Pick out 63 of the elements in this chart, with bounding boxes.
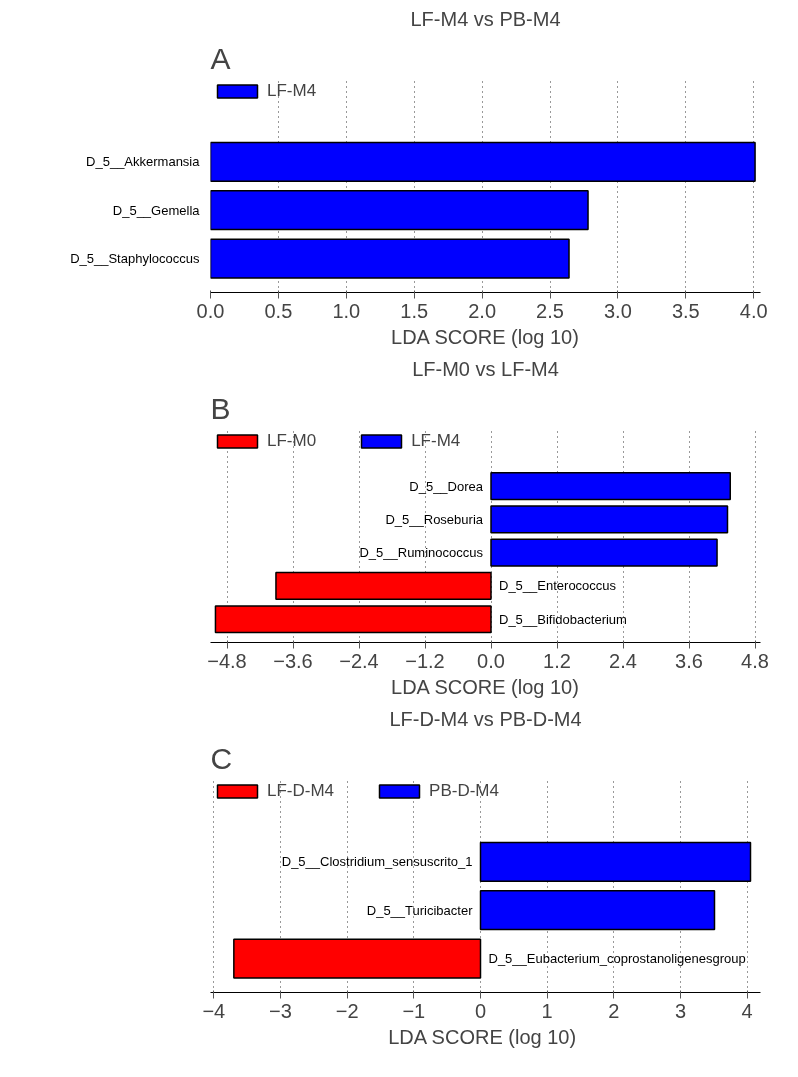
x-tick-label: 0.0 <box>196 299 225 322</box>
bar <box>479 890 716 931</box>
x-axis-title: LDA SCORE (log 10) <box>388 1025 577 1048</box>
x-tick-label: 4 <box>741 999 753 1022</box>
x-tick-label: −4.8 <box>207 649 247 672</box>
chart-title: LF-D-M4 vs PB-D-M4 <box>389 707 582 730</box>
y-tick-label: D_5__Staphylococcus <box>70 251 200 267</box>
x-tick-label: 3.6 <box>675 649 703 672</box>
bar <box>490 538 718 567</box>
chart-title: LF-M4 vs PB-M4 <box>410 7 561 30</box>
bar <box>210 238 570 279</box>
y-tick-label: D_5__Dorea <box>409 478 484 494</box>
x-tick-label: −3 <box>269 999 292 1022</box>
x-tick-label: 3.0 <box>604 299 632 322</box>
bar <box>490 505 729 534</box>
text: A <box>210 41 231 75</box>
y-tick-label: D_5__Akkermansia <box>86 154 201 170</box>
legend-label: LF-D-M4 <box>267 781 335 801</box>
x-tick-label: −4 <box>202 999 226 1022</box>
legend-label: LF-M4 <box>411 431 461 451</box>
y-tick-label: D_5__Clostridium_sensuscrito_1 <box>281 854 473 870</box>
chart-title: LF-M0 vs LF-M4 <box>412 357 559 380</box>
bar <box>490 472 731 501</box>
x-axis-title: LDA SCORE (log 10) <box>391 675 579 698</box>
bar <box>479 841 752 882</box>
x-tick-label: 0 <box>474 999 487 1022</box>
legend-label: LF-M0 <box>267 431 317 451</box>
x-tick-label: 4.8 <box>741 649 769 672</box>
x-tick-label: 1.2 <box>543 649 571 672</box>
x-tick-label: −1 <box>402 999 426 1022</box>
legend-label: LF-M4 <box>267 81 317 101</box>
text: C <box>210 741 233 775</box>
y-tick-label: D_5__Eubacterium_coprostanoligenesgroup <box>488 951 746 967</box>
x-tick-label: 2.5 <box>536 299 564 322</box>
x-tick-label: 2 <box>608 999 620 1022</box>
y-tick-label: D_5__Roseburia <box>385 511 484 527</box>
x-axis-title: LDA SCORE (log 10) <box>391 325 579 348</box>
x-tick-label: 2.4 <box>609 649 637 672</box>
text: B <box>210 391 231 425</box>
y-tick-label: D_5__Ruminococcus <box>359 545 484 561</box>
bar <box>214 605 492 634</box>
x-tick-label: 1.5 <box>400 299 429 322</box>
x-tick-label: 4.0 <box>739 299 768 322</box>
x-tick-label: −3.6 <box>273 649 313 672</box>
x-tick-label: 3 <box>674 999 687 1022</box>
x-tick-label: 1.0 <box>332 299 361 322</box>
bar <box>275 571 492 600</box>
x-tick-label: 2.0 <box>468 299 497 322</box>
x-tick-label: −2 <box>335 999 359 1022</box>
x-tick-label: 0.5 <box>264 299 293 322</box>
y-tick-label: D_5__Turicibacter <box>366 902 474 918</box>
legend-label: PB-D-M4 <box>429 781 499 801</box>
y-tick-label: D_5__Enterococcus <box>499 578 617 594</box>
bar <box>210 141 756 182</box>
bar <box>233 938 482 979</box>
y-tick-label: D_5__Gemella <box>112 202 201 218</box>
x-tick-label: 1 <box>541 999 553 1022</box>
y-tick-label: D_5__Bifidobacterium <box>499 611 627 627</box>
x-tick-label: 0.0 <box>477 649 505 672</box>
x-tick-label: 3.5 <box>671 299 700 322</box>
x-tick-label: −2.4 <box>339 649 379 672</box>
bar <box>210 190 589 231</box>
x-tick-label: −1.2 <box>405 649 445 672</box>
